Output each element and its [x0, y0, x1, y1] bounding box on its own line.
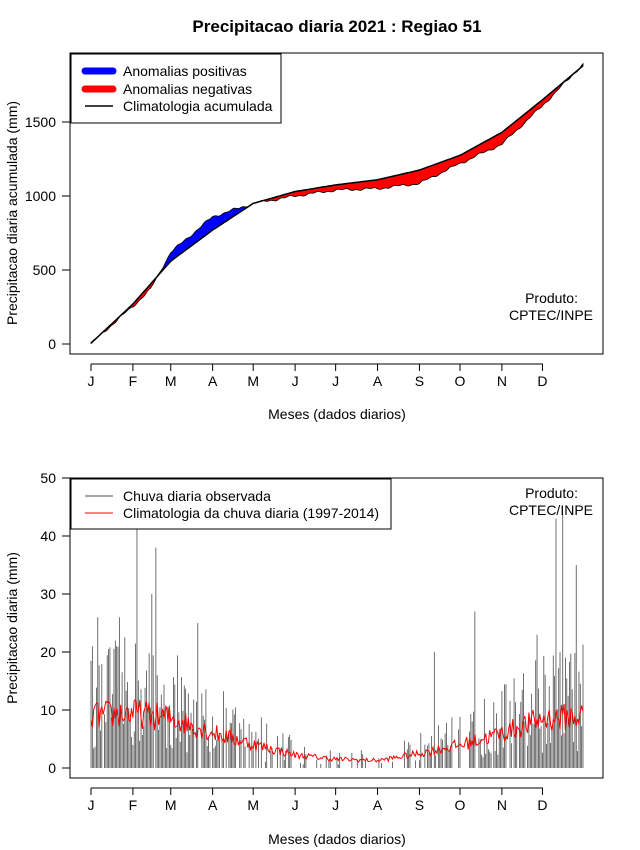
legend-label-positive: Anomalias positivas [123, 63, 247, 79]
legend-box [70, 478, 392, 530]
x-tick-label: S [415, 797, 424, 813]
credit-line2-bottom: CPTEC/INPE [509, 502, 593, 518]
legend-top: Anomalias positivas Anomalias negativas … [70, 53, 282, 124]
credit-line1-top: Produto: [525, 290, 578, 306]
y-tick-label: 40 [40, 528, 56, 544]
y-tick-label: 0 [48, 760, 56, 776]
x-tick-label: M [247, 373, 259, 389]
x-tick-label: M [247, 797, 259, 813]
y-axis-top: 0 500 1000 1500 [25, 114, 71, 352]
y-tick-label: 1000 [25, 188, 56, 204]
x-tick-label: N [497, 373, 507, 389]
y-tick-label: 30 [40, 586, 56, 602]
credit-line1-bottom: Produto: [525, 485, 578, 501]
y-tick-label: 1500 [25, 114, 56, 130]
x-tick-label: M [165, 373, 177, 389]
cumulative-climatology-line [90, 65, 584, 344]
y-axis-bottom: 0 10 20 30 40 50 [40, 470, 71, 776]
x-tick-label: D [537, 373, 547, 389]
x-tick-label: J [332, 373, 339, 389]
legend-label-negative: Anomalias negativas [123, 81, 252, 97]
x-tick-label: F [129, 373, 138, 389]
y-tick-label: 0 [48, 336, 56, 352]
x-axis-label: Meses (dados diarios) [268, 831, 406, 847]
x-tick-label: A [208, 797, 218, 813]
y-tick-label: 50 [40, 470, 56, 486]
x-tick-label: J [88, 373, 95, 389]
x-tick-label: M [165, 797, 177, 813]
x-tick-label: J [332, 797, 339, 813]
x-tick-label: F [129, 797, 138, 813]
legend-label-climatology: Climatologia acumulada [123, 98, 273, 114]
y-axis-label: Precipitacao diaria (mm) [4, 552, 20, 704]
y-tick-label: 500 [33, 262, 57, 278]
x-tick-label: O [455, 797, 466, 813]
panel-cumulative: 0 500 1000 1500 J F M A M J J A S O N D Meses (dado… [4, 52, 604, 422]
legend-label-climatology: Climatologia da chuva diaria (1997-2014) [123, 505, 379, 521]
x-tick-label: D [537, 797, 547, 813]
x-tick-label: J [292, 797, 299, 813]
x-tick-label: O [455, 373, 466, 389]
credit-line2-top: CPTEC/INPE [509, 307, 593, 323]
panel-daily: 0 10 20 30 40 50 J F M A M J J A S O N D Meses (dad… [4, 470, 604, 847]
legend-label-observed: Chuva diaria observada [123, 488, 271, 504]
x-tick-label: N [497, 797, 507, 813]
y-tick-label: 10 [40, 702, 56, 718]
x-tick-label: A [373, 797, 383, 813]
x-axis-label: Meses (dados diarios) [268, 406, 406, 422]
y-axis-label: Precipitacao diaria acumulada (mm) [4, 101, 20, 325]
daily-climatology-line [90, 699, 584, 764]
y-tick-label: 20 [40, 644, 56, 660]
x-tick-label: J [292, 373, 299, 389]
x-tick-label: J [88, 797, 95, 813]
x-tick-label: A [208, 373, 218, 389]
legend-bottom: Chuva diaria observada Climatologia da c… [70, 478, 392, 530]
x-tick-label: A [373, 373, 383, 389]
x-tick-label: S [415, 373, 424, 389]
figure-title: Precipitacao diaria 2021 : Regiao 51 [192, 17, 481, 36]
